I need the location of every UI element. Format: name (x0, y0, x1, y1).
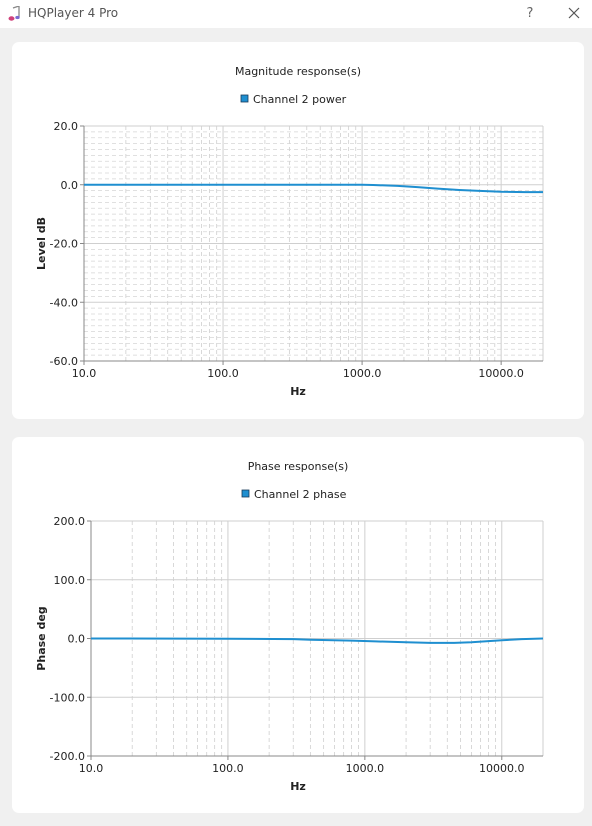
chart-title: Phase response(s) (248, 460, 349, 473)
series-line-0 (84, 183, 543, 194)
help-button[interactable]: ? (526, 6, 534, 21)
y-tick-label: 200.0 (54, 515, 86, 528)
series-line-0 (90, 637, 544, 644)
legend-swatch (240, 94, 249, 103)
x-tick-label: 1000.0 (346, 762, 385, 775)
y-tick-label: -60.0 (50, 355, 78, 368)
close-button[interactable] (562, 4, 586, 24)
x-tick-label: 10.0 (72, 367, 97, 380)
legend-label: Channel 2 phase (254, 488, 347, 501)
window-title: HQPlayer 4 Pro (28, 6, 119, 20)
magnitude-panel: Magnitude response(s) Channel 2 power 10.0… (12, 42, 584, 419)
x-tick-label: 100.0 (212, 762, 244, 775)
title-bar: HQPlayer 4 Pro ? (0, 0, 592, 28)
x-tick-label: 10.0 (79, 762, 104, 775)
x-axis-label: Hz (290, 385, 306, 398)
x-tick-label: 1000.0 (343, 367, 382, 380)
y-tick-label: -200.0 (50, 750, 85, 763)
y-tick-label: 20.0 (54, 120, 79, 133)
x-tick-label: 10000.0 (478, 367, 524, 380)
legend-swatch (241, 489, 250, 498)
x-axis-label: Hz (290, 780, 306, 793)
y-tick-label: 0.0 (68, 633, 86, 646)
y-tick-label: -100.0 (50, 691, 85, 704)
close-icon (568, 7, 580, 19)
chart-title: Magnitude response(s) (235, 65, 361, 78)
y-axis-label: Phase deg (35, 606, 48, 670)
y-tick-label: -20.0 (50, 238, 78, 251)
x-tick-label: 100.0 (207, 367, 239, 380)
y-axis-label: Level dB (35, 217, 48, 270)
phase-panel: Phase response(s) Channel 2 phase 10.0 100.… (12, 437, 584, 813)
music-note-icon (8, 6, 20, 21)
legend-label: Channel 2 power (253, 93, 347, 106)
y-tick-label: 0.0 (61, 179, 79, 192)
phase-chart: Phase response(s) Channel 2 phase 10.0 100.… (35, 460, 544, 793)
x-tick-label: 10000.0 (479, 762, 525, 775)
magnitude-chart: Magnitude response(s) Channel 2 power 10.0… (35, 65, 544, 398)
y-tick-label: 100.0 (54, 574, 86, 587)
y-tick-label: -40.0 (50, 296, 78, 309)
